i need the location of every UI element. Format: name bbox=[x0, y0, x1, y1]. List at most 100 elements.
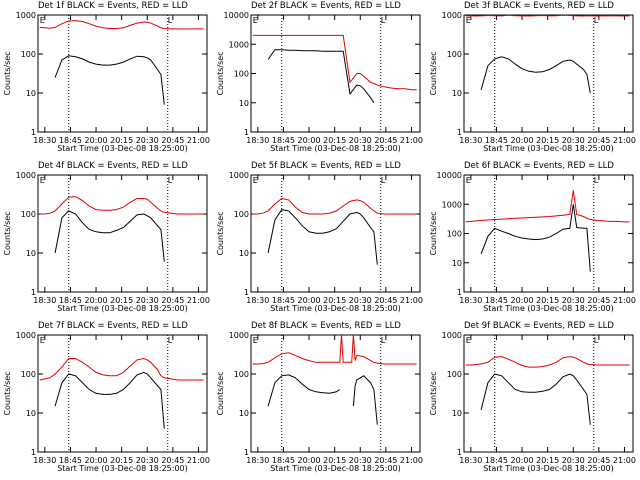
x-tick-label: 20:45 bbox=[161, 456, 184, 465]
x-tick-label: 21:00 bbox=[613, 136, 636, 145]
y-tick-label: 10 bbox=[452, 259, 462, 268]
x-tick-label: 20:30 bbox=[136, 136, 159, 145]
x-tick-label: 20:30 bbox=[136, 296, 159, 305]
y-tick-label: 1 bbox=[31, 128, 36, 137]
x-axis-label: Start Time (03-Dec-08 18:25:00) bbox=[483, 464, 614, 473]
y-tick-label: 1000 bbox=[229, 171, 249, 180]
x-tick-label: 20:00 bbox=[298, 456, 321, 465]
data-line bbox=[465, 190, 630, 223]
x-axis-label: Start Time (03-Dec-08 18:25:00) bbox=[57, 144, 188, 153]
y-tick-label: 10000 bbox=[224, 11, 249, 20]
y-tick-label: 1 bbox=[244, 128, 249, 137]
x-tick-label: 20:15 bbox=[536, 136, 559, 145]
x-tick-label: 20:00 bbox=[511, 296, 534, 305]
x-tick-label: 20:30 bbox=[562, 136, 585, 145]
x-tick-label: 20:30 bbox=[562, 296, 585, 305]
data-line bbox=[54, 371, 165, 429]
panel-title: Det 2f BLACK = Events, RED = LLD bbox=[251, 1, 401, 11]
x-tick-label: 21:00 bbox=[400, 136, 423, 145]
x-tick-label: 18:30 bbox=[459, 456, 482, 465]
plot-frame bbox=[37, 14, 208, 133]
plot-frame bbox=[37, 174, 208, 293]
plot-frame bbox=[463, 174, 634, 293]
data-line bbox=[267, 49, 375, 104]
annotation: E bbox=[466, 16, 471, 25]
x-tick-label: 18:30 bbox=[33, 296, 56, 305]
x-tick-label: 20:30 bbox=[562, 456, 585, 465]
panel-title: Det 8f BLACK = Events, RED = LLD bbox=[251, 321, 401, 331]
x-tick-label: 20:45 bbox=[161, 136, 184, 145]
x-tick-label: 20:30 bbox=[349, 456, 372, 465]
y-tick-label: 1000 bbox=[229, 331, 249, 340]
x-tick-label: 18:30 bbox=[246, 296, 269, 305]
y-tick-label: 1 bbox=[244, 448, 249, 457]
y-tick-label: 10 bbox=[239, 409, 249, 418]
x-tick-label: 20:15 bbox=[536, 456, 559, 465]
x-tick-label: 20:00 bbox=[85, 136, 108, 145]
panel: Det 3f BLACK = Events, RED = LLD 1 10 100 10… bbox=[429, 1, 636, 153]
y-tick-label: 10000 bbox=[437, 171, 462, 180]
data-line bbox=[465, 14, 630, 17]
annotation: L bbox=[168, 336, 173, 345]
y-tick-label: 10 bbox=[26, 409, 36, 418]
y-tick-label: 1000 bbox=[442, 200, 462, 209]
y-tick-label: 100 bbox=[234, 370, 249, 379]
annotation: L bbox=[381, 16, 386, 25]
x-tick-label: 20:00 bbox=[85, 456, 108, 465]
y-tick-label: 1 bbox=[457, 448, 462, 457]
x-axis-label: Start Time (03-Dec-08 18:25:00) bbox=[57, 464, 188, 473]
data-line bbox=[252, 334, 417, 365]
y-tick-label: 100 bbox=[21, 370, 36, 379]
annotation: E bbox=[40, 336, 45, 345]
y-tick-label: 10 bbox=[239, 249, 249, 258]
x-tick-label: 20:15 bbox=[323, 456, 346, 465]
x-tick-label: 18:45 bbox=[59, 296, 82, 305]
x-tick-label: 21:00 bbox=[187, 136, 210, 145]
data-line bbox=[480, 56, 591, 94]
y-tick-label: 1000 bbox=[16, 171, 36, 180]
x-axis-label: Start Time (03-Dec-08 18:25:00) bbox=[483, 304, 614, 313]
y-tick-label: 1 bbox=[31, 448, 36, 457]
annotation: L bbox=[594, 336, 599, 345]
y-tick-label: 100 bbox=[447, 370, 462, 379]
y-tick-label: 100 bbox=[447, 50, 462, 59]
data-line bbox=[267, 209, 378, 265]
panel: Det 5f BLACK = Events, RED = LLD 1 10 100 10… bbox=[216, 161, 423, 313]
x-tick-label: 21:00 bbox=[400, 296, 423, 305]
x-tick-label: 20:15 bbox=[110, 296, 133, 305]
data-line bbox=[252, 34, 417, 91]
plot-frame bbox=[463, 334, 634, 453]
y-tick-label: 1 bbox=[31, 288, 36, 297]
annotation: E bbox=[253, 16, 258, 25]
y-tick-label: 1000 bbox=[16, 331, 36, 340]
x-tick-label: 20:00 bbox=[298, 136, 321, 145]
x-tick-label: 20:45 bbox=[161, 296, 184, 305]
y-tick-label: 1 bbox=[457, 128, 462, 137]
x-tick-label: 20:45 bbox=[374, 136, 397, 145]
x-tick-label: 18:45 bbox=[59, 136, 82, 145]
x-tick-label: 20:45 bbox=[587, 136, 610, 145]
y-axis-label: Counts/sec bbox=[429, 211, 438, 255]
x-tick-label: 18:45 bbox=[485, 456, 508, 465]
x-tick-label: 18:30 bbox=[33, 136, 56, 145]
y-tick-label: 10 bbox=[452, 409, 462, 418]
x-axis-label: Start Time (03-Dec-08 18:25:00) bbox=[483, 144, 614, 153]
x-tick-label: 20:15 bbox=[323, 136, 346, 145]
y-tick-label: 100 bbox=[21, 50, 36, 59]
x-tick-label: 18:45 bbox=[272, 296, 295, 305]
y-tick-label: 1 bbox=[457, 288, 462, 297]
x-tick-label: 21:00 bbox=[187, 456, 210, 465]
data-line bbox=[480, 373, 591, 425]
x-tick-label: 18:30 bbox=[246, 456, 269, 465]
panel: Det 6f BLACK = Events, RED = LLD 1 10 100 10… bbox=[429, 161, 636, 313]
annotation: E bbox=[466, 336, 471, 345]
y-tick-label: 100 bbox=[21, 210, 36, 219]
data-line bbox=[54, 210, 165, 262]
data-line bbox=[39, 20, 204, 30]
annotation: E bbox=[40, 176, 45, 185]
y-axis-label: Counts/sec bbox=[429, 51, 438, 95]
x-tick-label: 18:45 bbox=[272, 136, 295, 145]
y-tick-label: 10 bbox=[239, 99, 249, 108]
plot-frame bbox=[463, 14, 634, 133]
